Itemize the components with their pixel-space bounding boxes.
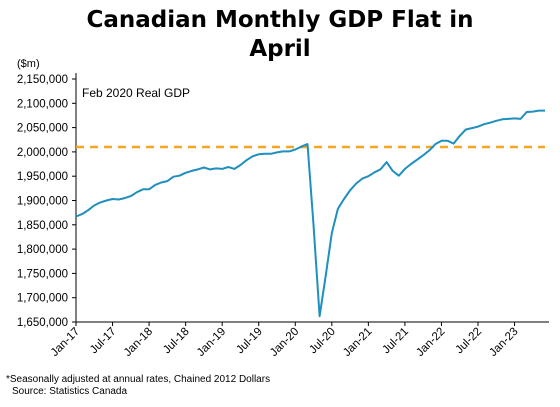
y-tick-label: 2,050,000 [17,123,68,135]
y-tick-label: 1,900,000 [17,196,68,208]
y-tick-label: 2,100,000 [17,98,68,110]
x-tick-label: Jan-17 [49,326,82,359]
footnote-source: Source: Statistics Canada [12,386,128,397]
y-axis-label: ($m) [17,58,40,70]
x-tick-label: Jul-22 [453,326,484,357]
x-tick-label: Jan-20 [268,326,301,359]
y-tick-label: 1,750,000 [17,268,68,280]
y-tick-label: 2,150,000 [17,74,68,86]
reference-line-label: Feb 2020 Real GDP [82,86,190,100]
y-tick-label: 1,650,000 [17,317,68,329]
x-tick-label: Jan-23 [487,326,520,359]
x-tick-label: Jul-19 [234,326,265,357]
x-tick-label: Jan-22 [414,326,447,359]
chart-title-line-2: April [249,36,311,62]
x-tick-label: Jul-20 [307,326,338,357]
x-tick-label: Jul-17 [88,326,119,357]
x-tick-label: Jan-21 [341,326,374,359]
gdp-series-line [75,109,545,318]
x-tick-label: Jan-19 [195,326,228,359]
footnote-seasonal: *Seasonally adjusted at annual rates, Ch… [6,374,271,385]
x-tick-label: Jan-18 [122,326,155,359]
x-tick-label: Jul-21 [380,326,411,357]
footnotes: *Seasonally adjusted at annual rates, Ch… [6,374,270,398]
x-tick-label: Jul-18 [161,326,192,357]
y-tick-label: 2,000,000 [17,147,68,159]
y-tick-label: 1,700,000 [17,293,68,305]
y-tick-label: 1,950,000 [17,171,68,183]
chart-title: Canadian Monthly GDP Flat in April [0,6,560,64]
y-tick-label: 1,850,000 [17,220,68,232]
chart-title-line-1: Canadian Monthly GDP Flat in [86,7,474,33]
y-tick-label: 1,800,000 [17,244,68,256]
